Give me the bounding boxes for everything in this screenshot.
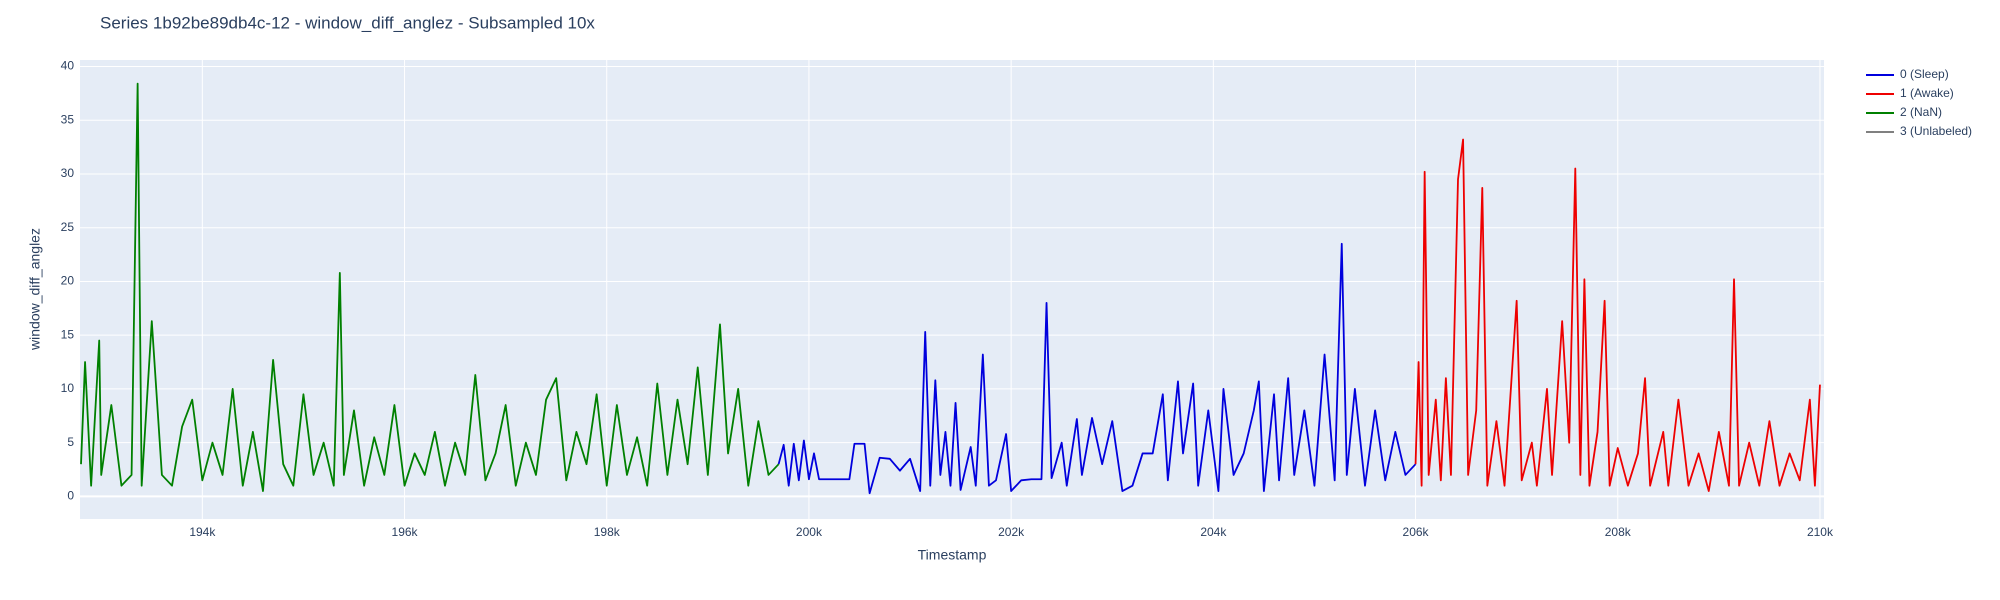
series-line: [1414, 138, 1821, 492]
series-line: [80, 82, 780, 492]
y-tick-label: 0: [67, 489, 74, 503]
y-tick-label: 10: [61, 381, 75, 395]
y-tick-label: 30: [61, 166, 75, 180]
x-axis-title: Timestamp: [918, 547, 987, 563]
y-axis-title: window_diff_anglez: [27, 228, 43, 351]
x-tick-label: 194k: [189, 525, 216, 539]
x-tick-label: 202k: [998, 525, 1025, 539]
y-tick-label: 35: [61, 112, 75, 126]
y-tick-label: 5: [67, 435, 74, 449]
legend-label: 2 (NaN): [1900, 105, 1942, 119]
legend-label: 0 (Sleep): [1900, 67, 1949, 81]
x-tick-label: 196k: [392, 525, 419, 539]
legend-label: 3 (Unlabeled): [1900, 124, 1972, 138]
y-tick-label: 20: [61, 274, 75, 288]
x-tick-label: 200k: [796, 525, 823, 539]
y-tick-label: 40: [61, 59, 75, 73]
legend-label: 1 (Awake): [1900, 86, 1954, 100]
x-tick-label: 198k: [594, 525, 621, 539]
x-tick-label: 204k: [1200, 525, 1227, 539]
x-tick-label: 208k: [1605, 525, 1632, 539]
x-tick-label: 210k: [1807, 525, 1834, 539]
y-tick-label: 15: [61, 327, 75, 341]
y-tick-label: 25: [61, 220, 75, 234]
series-line: [777, 242, 1417, 495]
chart-title: Series 1b92be89db4c-12 - window_diff_ang…: [100, 13, 595, 32]
x-tick-label: 206k: [1403, 525, 1430, 539]
